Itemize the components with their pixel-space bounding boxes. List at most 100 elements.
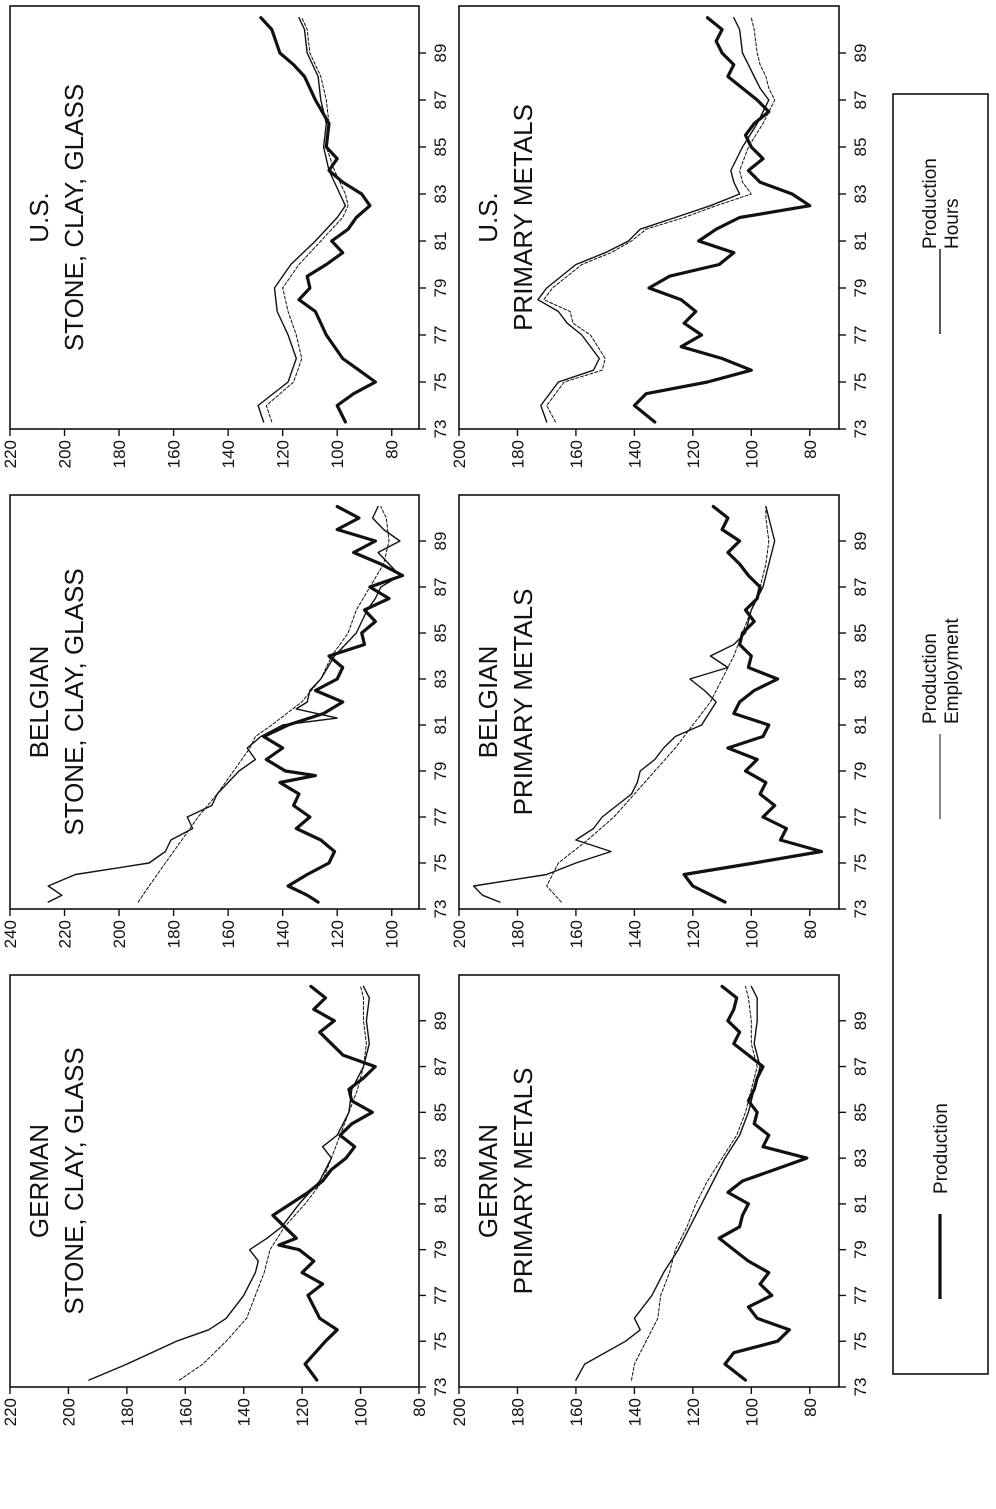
chart-title: PRIMARY METALS: [508, 1068, 538, 1295]
y-tick-label: 200: [56, 440, 75, 468]
x-tick-label: 75: [851, 1332, 870, 1351]
legend-frame: [892, 93, 989, 1375]
series-line-employment: [137, 506, 390, 903]
chart-title: U.S.: [473, 192, 503, 243]
y-tick-label: 120: [684, 920, 703, 948]
legend-label: Production: [920, 158, 941, 249]
y-tick-label: 140: [625, 1398, 644, 1426]
y-tick-label: 220: [56, 920, 75, 948]
x-tick-label: 75: [431, 854, 450, 873]
series-line-hours: [537, 17, 770, 423]
y-tick-label: 160: [176, 1398, 195, 1426]
legend-label: Employment: [942, 618, 963, 724]
x-tick-label: 81: [851, 232, 870, 251]
series-line-employment: [546, 506, 770, 903]
series-line-hours: [257, 17, 347, 423]
y-tick-label: 220: [1, 1398, 20, 1426]
x-tick-label: 87: [431, 91, 450, 110]
y-tick-label: 100: [328, 440, 347, 468]
y-tick-label: 160: [567, 440, 586, 468]
y-tick-label: 140: [625, 440, 644, 468]
x-tick-label: 87: [851, 1057, 870, 1076]
chart-title: STONE, CLAY, GLASS: [59, 1047, 89, 1314]
x-tick-label: 85: [851, 138, 870, 157]
chart-title: PRIMARY METALS: [508, 104, 538, 331]
x-tick-label: 79: [851, 1240, 870, 1259]
y-tick-label: 220: [1, 440, 20, 468]
y-tick-label: 180: [118, 1398, 137, 1426]
x-tick-label: 83: [431, 670, 450, 689]
y-tick-label: 180: [508, 440, 527, 468]
chart-title: U.S.: [24, 192, 54, 243]
chart-panel-5: 80 100 120 140 160 180 200 73 75 77 79 81 83 85 87 89 BE…: [450, 494, 870, 948]
x-tick-label: 83: [431, 1149, 450, 1168]
chart-title: STONE, CLAY, GLASS: [59, 568, 89, 835]
y-tick-label: 160: [567, 920, 586, 948]
y-tick-label: 180: [508, 1398, 527, 1426]
y-tick-label: 80: [801, 440, 820, 459]
y-tick-label: 200: [450, 920, 469, 948]
plot-frame: [9, 5, 420, 430]
chart-title: GERMAN: [24, 1124, 54, 1238]
y-tick-label: 80: [801, 1398, 820, 1417]
x-tick-label: 79: [431, 762, 450, 781]
series-line-hours: [472, 505, 776, 903]
y-tick-label: 140: [219, 440, 238, 468]
x-tick-label: 75: [431, 1332, 450, 1351]
x-tick-label: 83: [851, 670, 870, 689]
plot-frame: [458, 5, 840, 430]
x-tick-label: 79: [431, 279, 450, 298]
y-tick-label: 200: [110, 920, 129, 948]
x-tick-label: 89: [431, 1011, 450, 1030]
y-tick-label: 100: [352, 1398, 371, 1426]
y-tick-label: 140: [625, 920, 644, 948]
x-tick-label: 77: [851, 808, 870, 827]
x-tick-label: 81: [431, 232, 450, 251]
x-tick-label: 73: [851, 900, 870, 919]
series-line-production: [632, 16, 812, 424]
x-tick-label: 87: [431, 578, 450, 597]
y-tick-label: 80: [801, 920, 820, 939]
y-tick-label: 200: [59, 1398, 78, 1426]
chart-title: STONE, CLAY, GLASS: [59, 84, 89, 351]
chart-title: PRIMARY METALS: [508, 589, 538, 816]
series-line-hours: [88, 985, 370, 1381]
legend-label: Production: [931, 1103, 952, 1194]
chart-panel-4: 80 100 120 140 160 180 200 73 75 77 79 81 83 85 87 89 GE…: [450, 974, 870, 1426]
plot-frame: [458, 494, 840, 910]
x-tick-label: 85: [431, 624, 450, 643]
x-tick-label: 89: [851, 1011, 870, 1030]
y-tick-label: 140: [274, 920, 293, 948]
x-tick-label: 77: [851, 1286, 870, 1305]
y-tick-label: 100: [742, 920, 761, 948]
x-tick-label: 81: [851, 716, 870, 735]
chart-title: GERMAN: [473, 1124, 503, 1238]
y-tick-label: 200: [450, 440, 469, 468]
series-line-production: [262, 504, 405, 904]
x-tick-label: 75: [851, 854, 870, 873]
plot-frame: [9, 494, 420, 910]
series-line-employment: [265, 17, 349, 423]
y-tick-label: 120: [274, 440, 293, 468]
y-tick-label: 160: [219, 920, 238, 948]
x-tick-label: 75: [431, 373, 450, 392]
series-line-production: [682, 504, 824, 904]
series-line-employment: [543, 17, 776, 423]
y-tick-label: 140: [235, 1398, 254, 1426]
chart-panel-1: 80 100 120 140 160 180 200 220 73 75 77 79 81 83 85 87 8…: [1, 974, 450, 1426]
rotated-layer: 80 100 120 140 160 180 200 220 73 75 77 79 81 83 85 87 8…: [1, 5, 989, 1426]
x-tick-label: 73: [431, 900, 450, 919]
chart-panel-2: 100 120 140 160 180 200 220 240 73 75 77 79 81 83 85 87…: [1, 494, 450, 948]
x-tick-label: 83: [431, 185, 450, 204]
legend-label: Production: [920, 633, 941, 724]
x-tick-label: 81: [431, 716, 450, 735]
chart-title: BELGIAN: [24, 646, 54, 759]
y-tick-label: 120: [684, 1398, 703, 1426]
y-tick-label: 160: [165, 440, 184, 468]
x-tick-label: 73: [851, 1378, 870, 1397]
y-tick-label: 180: [110, 440, 129, 468]
x-tick-label: 75: [851, 373, 870, 392]
x-tick-label: 89: [851, 44, 870, 63]
